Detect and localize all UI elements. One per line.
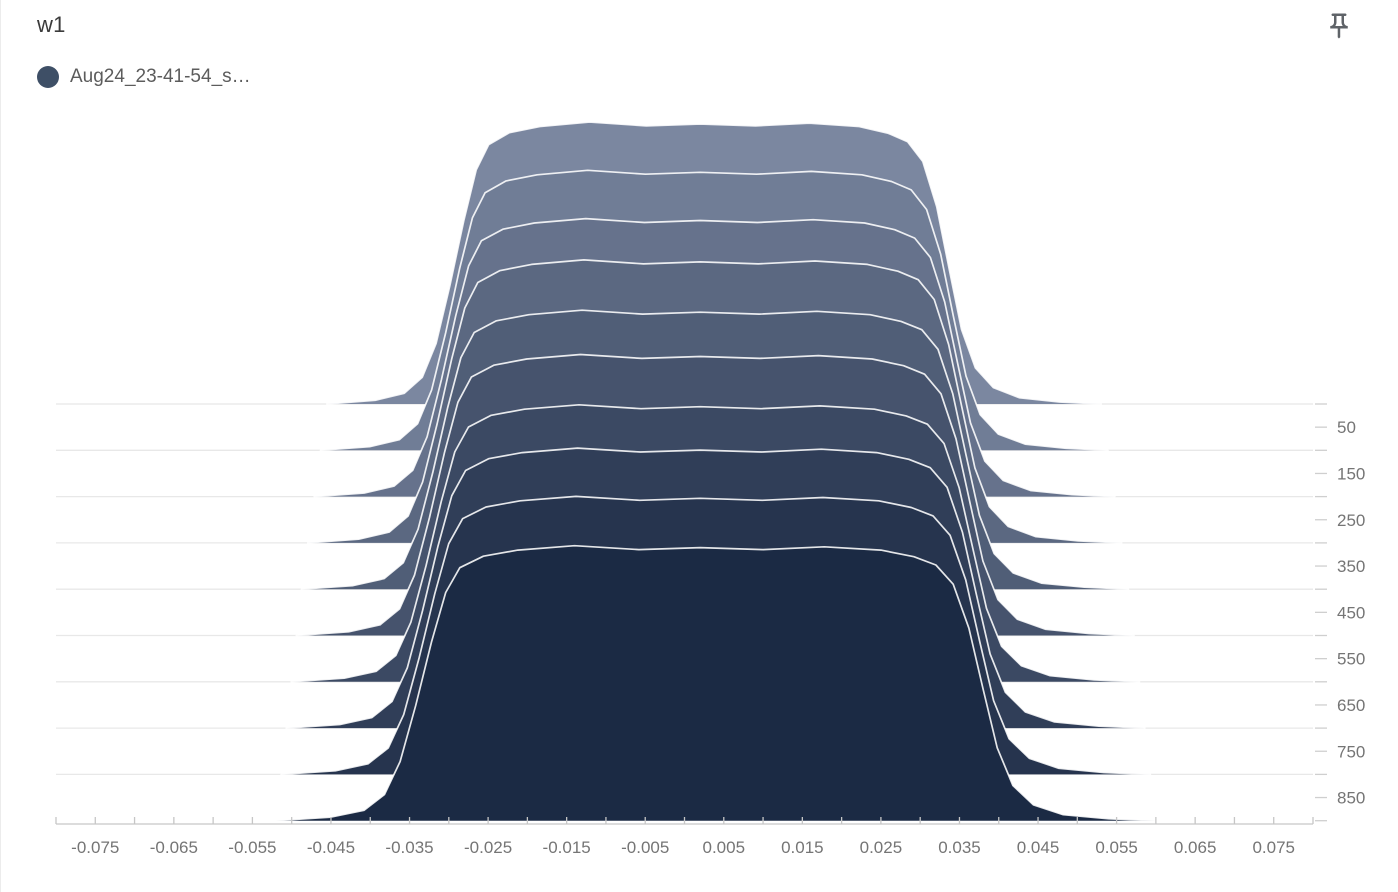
x-tick-label: 0.055 — [1095, 838, 1138, 857]
x-tick-label: -0.025 — [464, 838, 512, 857]
ridge-fill-step-900 — [276, 545, 1156, 821]
ridge-outline-step-100 — [319, 169, 1109, 452]
y-tick-label: 350 — [1337, 557, 1365, 576]
ridge-outline-step-800 — [280, 495, 1152, 776]
x-tick-label: 0.075 — [1252, 838, 1295, 857]
ridge-outline-step-900 — [275, 544, 1157, 822]
ridge-outline-step-700 — [285, 447, 1146, 729]
y-tick-label: 150 — [1337, 464, 1365, 483]
card-title: w1 — [37, 12, 66, 37]
x-tick-label: -0.005 — [621, 838, 669, 857]
x-tick-label: 0.035 — [938, 838, 981, 857]
x-tick-label: -0.065 — [150, 838, 198, 857]
x-tick-label: -0.075 — [71, 838, 119, 857]
y-tick-label: 850 — [1337, 789, 1365, 808]
x-tick-label: 0.045 — [1017, 838, 1060, 857]
x-tick-label: -0.045 — [307, 838, 355, 857]
y-tick-label: 250 — [1337, 511, 1365, 530]
ridge-outline-step-0 — [326, 121, 1103, 405]
pin-button[interactable] — [1319, 4, 1359, 48]
x-tick-label: 0.015 — [781, 838, 824, 857]
ridge-outline-step-600 — [290, 403, 1141, 683]
ridge-outline-step-200 — [313, 217, 1116, 498]
push-pin-icon — [1330, 13, 1348, 39]
x-tick-label: -0.035 — [385, 838, 433, 857]
x-tick-label: -0.015 — [543, 838, 591, 857]
ridge-outline-step-500 — [295, 353, 1135, 637]
legend[interactable]: Aug24_23-41-54_s… — [37, 66, 251, 88]
ridge-outline-step-300 — [306, 259, 1123, 544]
y-tick-label: 650 — [1337, 696, 1365, 715]
y-tick-label: 450 — [1337, 603, 1365, 622]
y-tick-label: 50 — [1337, 418, 1356, 437]
x-tick-label: 0.065 — [1174, 838, 1217, 857]
y-tick-label: 550 — [1337, 650, 1365, 669]
run-color-dot — [37, 66, 59, 88]
run-label: Aug24_23-41-54_s… — [70, 66, 251, 87]
x-tick-label: 0.005 — [703, 838, 746, 857]
y-tick-label: 750 — [1337, 742, 1365, 761]
ridge-outline-step-400 — [300, 309, 1130, 591]
x-tick-label: 0.025 — [860, 838, 903, 857]
x-tick-label: -0.055 — [228, 838, 276, 857]
